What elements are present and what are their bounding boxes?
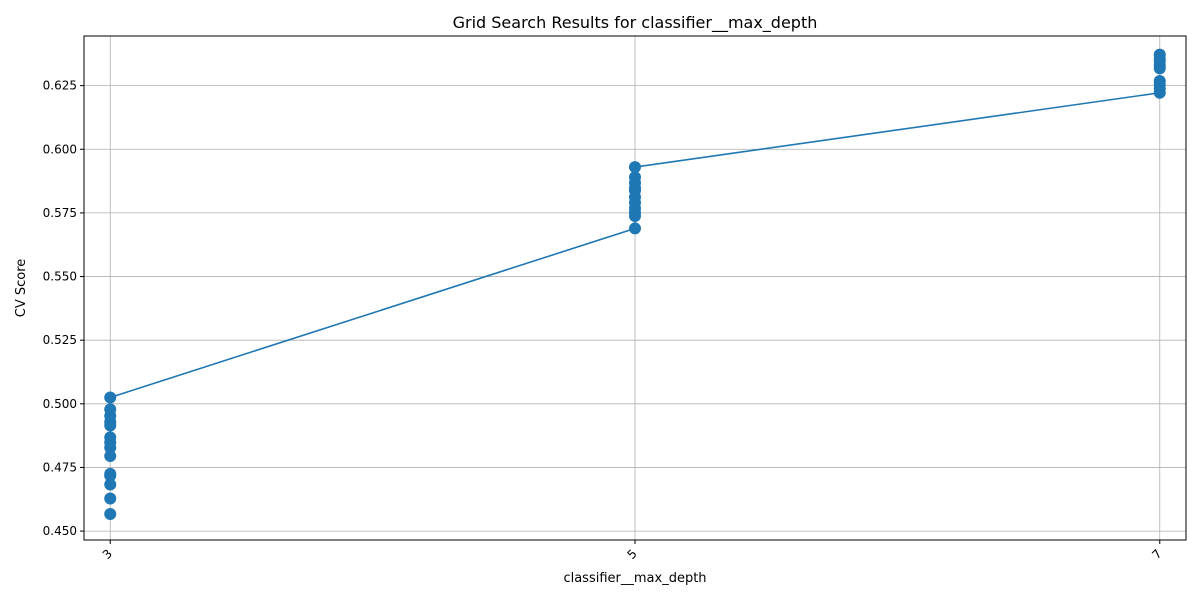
score-point (104, 492, 117, 505)
score-point (104, 391, 117, 404)
points-layer (104, 48, 1166, 521)
y-tick-label: 0.575 (43, 206, 77, 220)
x-tick-label: 5 (625, 547, 640, 562)
y-tick-label: 0.525 (43, 333, 77, 347)
chart-title: Grid Search Results for classifier__max_… (453, 13, 818, 33)
score-point (629, 171, 641, 184)
score-point (104, 478, 117, 491)
y-tick-label: 0.450 (43, 524, 77, 538)
x-ticks: 3 5 7 (100, 540, 1165, 562)
y-axis-label: CV Score (14, 259, 29, 318)
x-tick-label: 7 (1149, 547, 1164, 562)
y-tick-label: 0.500 (43, 397, 77, 411)
y-tick-label: 0.625 (43, 79, 77, 93)
y-tick-label: 0.550 (43, 270, 77, 284)
y-tick-label: 0.475 (43, 460, 77, 474)
score-point (104, 508, 117, 521)
grid-layer (84, 36, 1186, 540)
y-ticks: 0.450 0.475 0.500 0.525 0.550 0.575 0.600 0.625 (43, 79, 84, 538)
score-point (629, 222, 641, 235)
score-point (629, 161, 641, 174)
y-tick-label: 0.600 (43, 142, 77, 156)
score-point (104, 450, 117, 462)
score-point (104, 431, 117, 444)
x-tick-label: 3 (100, 547, 115, 562)
score-point (104, 467, 117, 480)
x-axis-label: classifier__max_depth (563, 571, 706, 586)
score-point (1153, 75, 1166, 88)
score-point (1153, 48, 1166, 61)
score-point (104, 403, 117, 416)
